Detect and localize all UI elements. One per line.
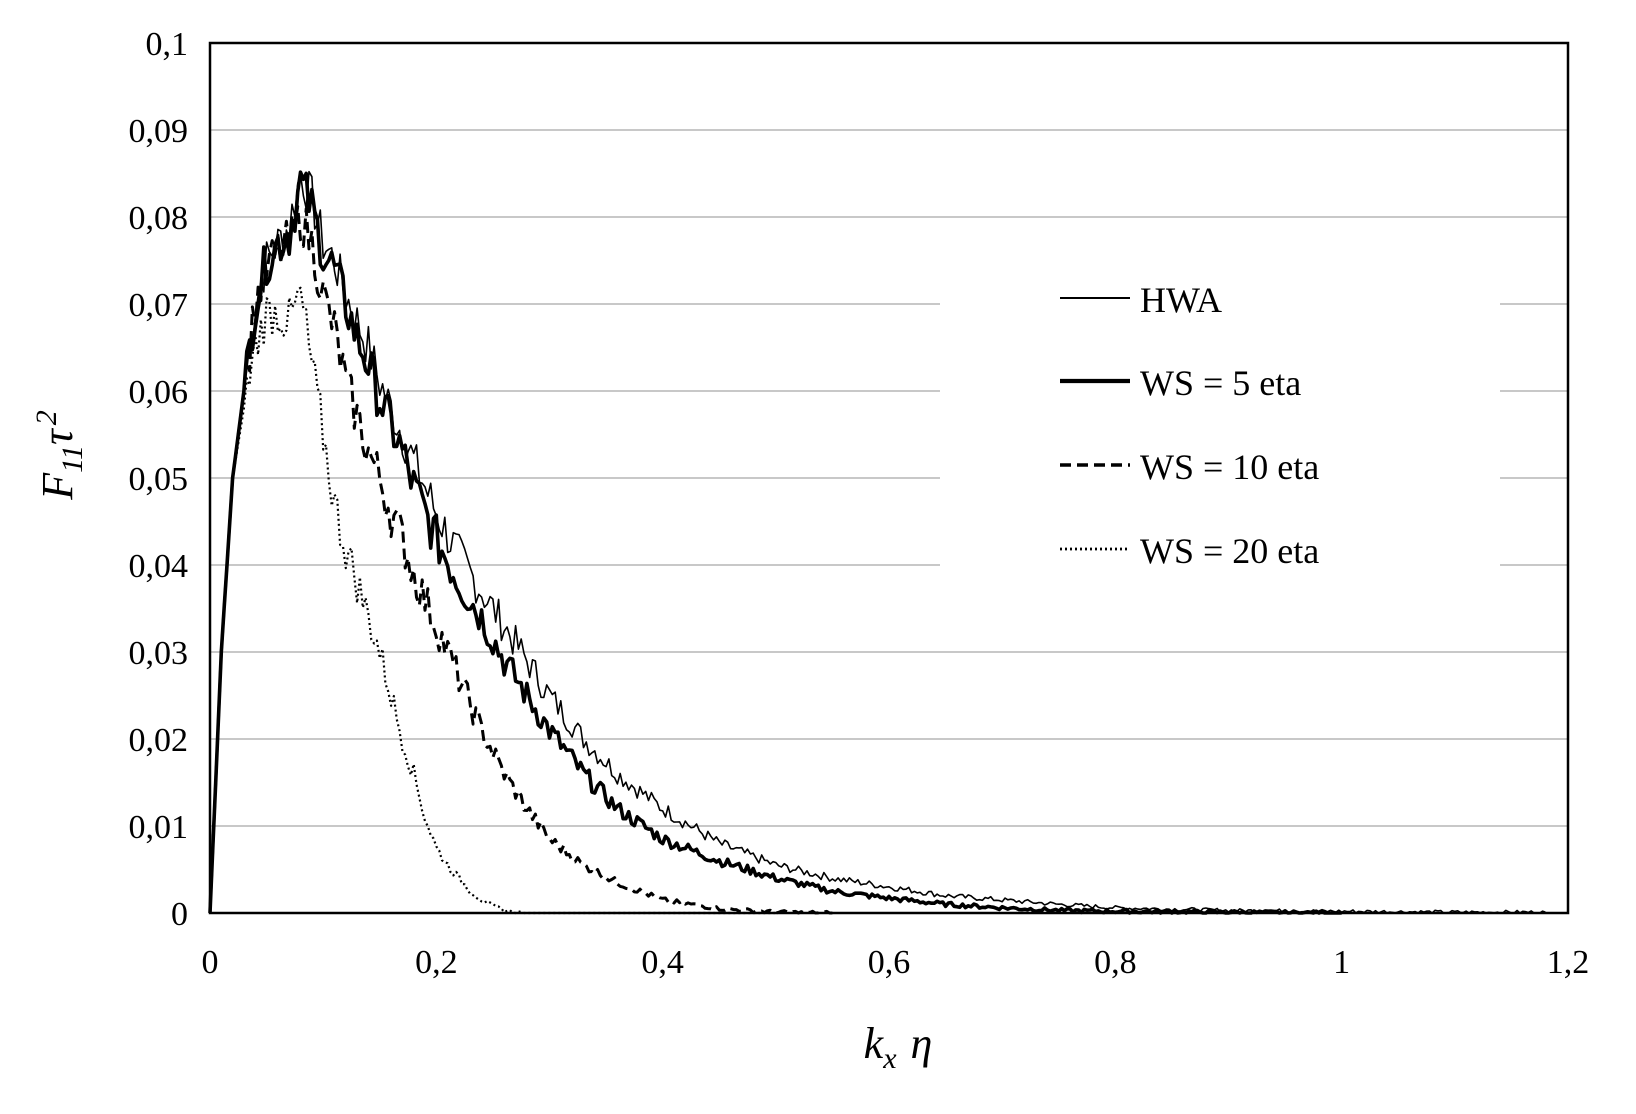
y-tick-label: 0,06 — [129, 374, 189, 411]
x-axis-title-sub: x — [882, 1042, 897, 1075]
series-line-3 — [208, 205, 833, 915]
x-tick-labels: 0 0,2 0,4 0,6 0,8 1 1,2 — [202, 944, 1590, 981]
y-tick-label: 0,08 — [129, 200, 189, 237]
legend: HWA WS = 5 eta WS = 10 eta WS = 20 eta — [1060, 280, 1319, 571]
y-axis-title: F11τ 2 — [30, 410, 89, 500]
y-axis-title-main: F — [33, 472, 82, 501]
y-tick-label: 0,03 — [129, 635, 189, 672]
y-tick-label: 0,02 — [129, 722, 189, 759]
y-tick-label: 0,04 — [129, 548, 189, 585]
y-axis-title-sup: 2 — [30, 410, 63, 425]
y-axis-title-sub: 11 — [56, 445, 89, 473]
y-tick-label: 0,09 — [129, 113, 189, 150]
x-tick-label: 0,4 — [641, 944, 684, 981]
y-tick-label: 0,01 — [129, 809, 189, 846]
plot-frame — [208, 41, 1570, 915]
y-axis-title-mid: τ — [33, 427, 82, 445]
y-tick-label: 0,07 — [129, 287, 189, 324]
y-tick-label: 0,1 — [146, 26, 189, 63]
x-tick-label: 0,6 — [868, 944, 911, 981]
x-axis-title: kx η — [864, 1019, 933, 1075]
grid-lines — [210, 129, 1568, 827]
x-tick-label: 0,8 — [1094, 944, 1137, 981]
x-axis-title-tail: η — [911, 1019, 933, 1068]
legend-background — [940, 250, 1500, 580]
y-tick-label: 0 — [171, 896, 188, 933]
y-tick-label: 0,05 — [129, 461, 189, 498]
x-tick-label: 1 — [1333, 944, 1350, 981]
legend-label-2: WS = 5 eta — [1140, 363, 1301, 403]
x-tick-label: 0,2 — [415, 944, 458, 981]
y-tick-labels: 0 0,01 0,02 0,03 0,04 0,05 0,06 0,07 0,08 0,09 0,1 — [129, 26, 189, 933]
legend-label-3: WS = 10 eta — [1140, 447, 1319, 487]
x-tick-label: 1,2 — [1547, 944, 1590, 981]
legend-label-1: HWA — [1140, 280, 1222, 320]
x-axis-title-main: k — [864, 1019, 885, 1068]
x-tick-label: 0 — [202, 944, 219, 981]
legend-label-4: WS = 20 eta — [1140, 531, 1319, 571]
